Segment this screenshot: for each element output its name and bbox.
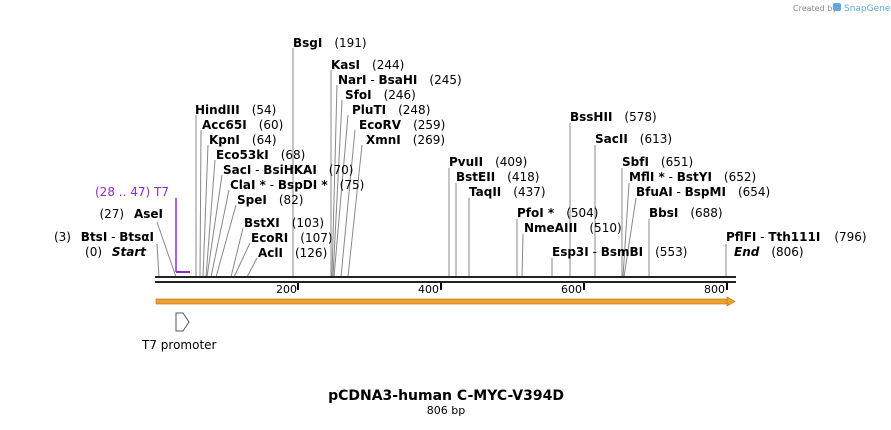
plasmid-length: 806 bp bbox=[427, 404, 465, 417]
site-sbfi: SbfI (651) bbox=[622, 155, 693, 169]
site-bsshii: BssHII (578) bbox=[570, 110, 657, 124]
snapgene-logo-icon bbox=[833, 3, 841, 11]
connector-clai bbox=[210, 189, 230, 278]
tick-label-400: 400 bbox=[418, 283, 439, 296]
connector-ecorv bbox=[340, 129, 356, 278]
connector-sfoi bbox=[332, 99, 343, 278]
sequence-backbone bbox=[155, 276, 736, 283]
feature-label: T7 promoter bbox=[141, 338, 217, 352]
site-eco53ki: Eco53kI (68) bbox=[216, 148, 305, 162]
site-bbsi: BbsI (688) bbox=[649, 206, 723, 220]
site-pfoi: PfoI * (504) bbox=[517, 206, 598, 220]
site-esp3i-bsmbi: Esp3I - BsmBI (553) bbox=[552, 245, 687, 259]
site-pflfi-tth111i: PflFI - Tth111I (796) bbox=[726, 230, 867, 244]
site-bsgi: BsgI (191) bbox=[293, 36, 367, 50]
connector-acli bbox=[246, 257, 258, 278]
site-ecori: EcoRI (107) bbox=[251, 231, 333, 245]
site-sfoi: SfoI (246) bbox=[345, 88, 416, 102]
site-end: End (806) bbox=[734, 245, 804, 259]
t7-range: (28 .. 47) bbox=[95, 185, 150, 199]
connector-xmni bbox=[347, 144, 363, 278]
site-bstxi: BstXI (103) bbox=[244, 216, 324, 230]
t7-name: T7 bbox=[153, 185, 169, 199]
connector-eco53ki bbox=[205, 159, 216, 278]
ruler: 200 400 600 800 bbox=[276, 283, 728, 296]
site-ecorv: EcoRV (259) bbox=[359, 118, 445, 132]
site-hindiii: HindIII (54) bbox=[195, 103, 276, 117]
site-xmni: XmnI (269) bbox=[366, 133, 445, 147]
connector-btsi bbox=[156, 243, 160, 278]
connector-ecori bbox=[233, 242, 251, 278]
t7-promoter-feature: T7 promoter bbox=[141, 312, 217, 352]
orf-arrow bbox=[155, 296, 736, 307]
site-nari-bsahi: NarI - BsaHI (245) bbox=[338, 73, 462, 87]
site-asei: (27) AseI bbox=[99, 207, 163, 221]
site-acc65i: Acc65I (60) bbox=[202, 118, 283, 132]
site-btsi-btsai: (3) BtsI - BtsαI bbox=[54, 230, 154, 244]
site-saci-bsihkai: SacI - BsiHKAI (70) bbox=[223, 163, 353, 177]
connector-bfuai bbox=[623, 197, 637, 278]
tick-label-200: 200 bbox=[276, 283, 297, 296]
site-kpni: KpnI (64) bbox=[209, 133, 277, 147]
site-pvuii: PvuII (409) bbox=[449, 155, 527, 169]
promoter-arrow-icon bbox=[175, 312, 190, 332]
connector-saci bbox=[206, 174, 223, 278]
site-nmeaiii: NmeAIII (510) bbox=[524, 221, 622, 235]
tick-label-800: 800 bbox=[704, 283, 725, 296]
connector-mfli bbox=[622, 182, 630, 278]
site-connector-lines bbox=[156, 48, 727, 278]
credit-prefix: Created by bbox=[793, 4, 837, 13]
plasmid-title: pCDNA3-human C-MYC-V394D bbox=[328, 388, 564, 404]
site-bfuai-bspmi: BfuAI - BspMI (654) bbox=[636, 185, 770, 199]
connector-nmeaiii bbox=[521, 233, 524, 278]
site-mfli-bstyi: MflI * - BstYI (652) bbox=[629, 170, 756, 184]
connector-nari bbox=[331, 84, 338, 278]
site-taqii: TaqII (437) bbox=[469, 185, 546, 199]
connector-bstxi bbox=[230, 227, 244, 278]
credit-brand: SnapGene bbox=[844, 4, 891, 14]
connector-spei bbox=[215, 204, 237, 278]
tick-label-600: 600 bbox=[561, 283, 582, 296]
connector-kpni bbox=[202, 144, 209, 278]
site-acli: AclI (126) bbox=[258, 246, 327, 260]
connector-asei bbox=[156, 221, 177, 278]
site-pluti: PluTI (248) bbox=[352, 103, 430, 117]
t7-label: (28 .. 47) T7 bbox=[95, 185, 169, 199]
site-bsteii: BstEII (418) bbox=[456, 170, 539, 184]
site-sacii: SacII (613) bbox=[595, 132, 672, 146]
t7-marker bbox=[175, 198, 190, 273]
connector-pluti bbox=[333, 114, 349, 278]
site-clai-bspdi: ClaI * - BspDI * (75) bbox=[230, 178, 364, 192]
site-spei: SpeI (82) bbox=[237, 193, 303, 207]
connector-acc65i bbox=[199, 129, 202, 278]
site-start: (0) Start bbox=[85, 245, 147, 259]
snapgene-credit: Created by SnapGene bbox=[793, 3, 891, 14]
site-kasi: KasI (244) bbox=[331, 58, 404, 72]
